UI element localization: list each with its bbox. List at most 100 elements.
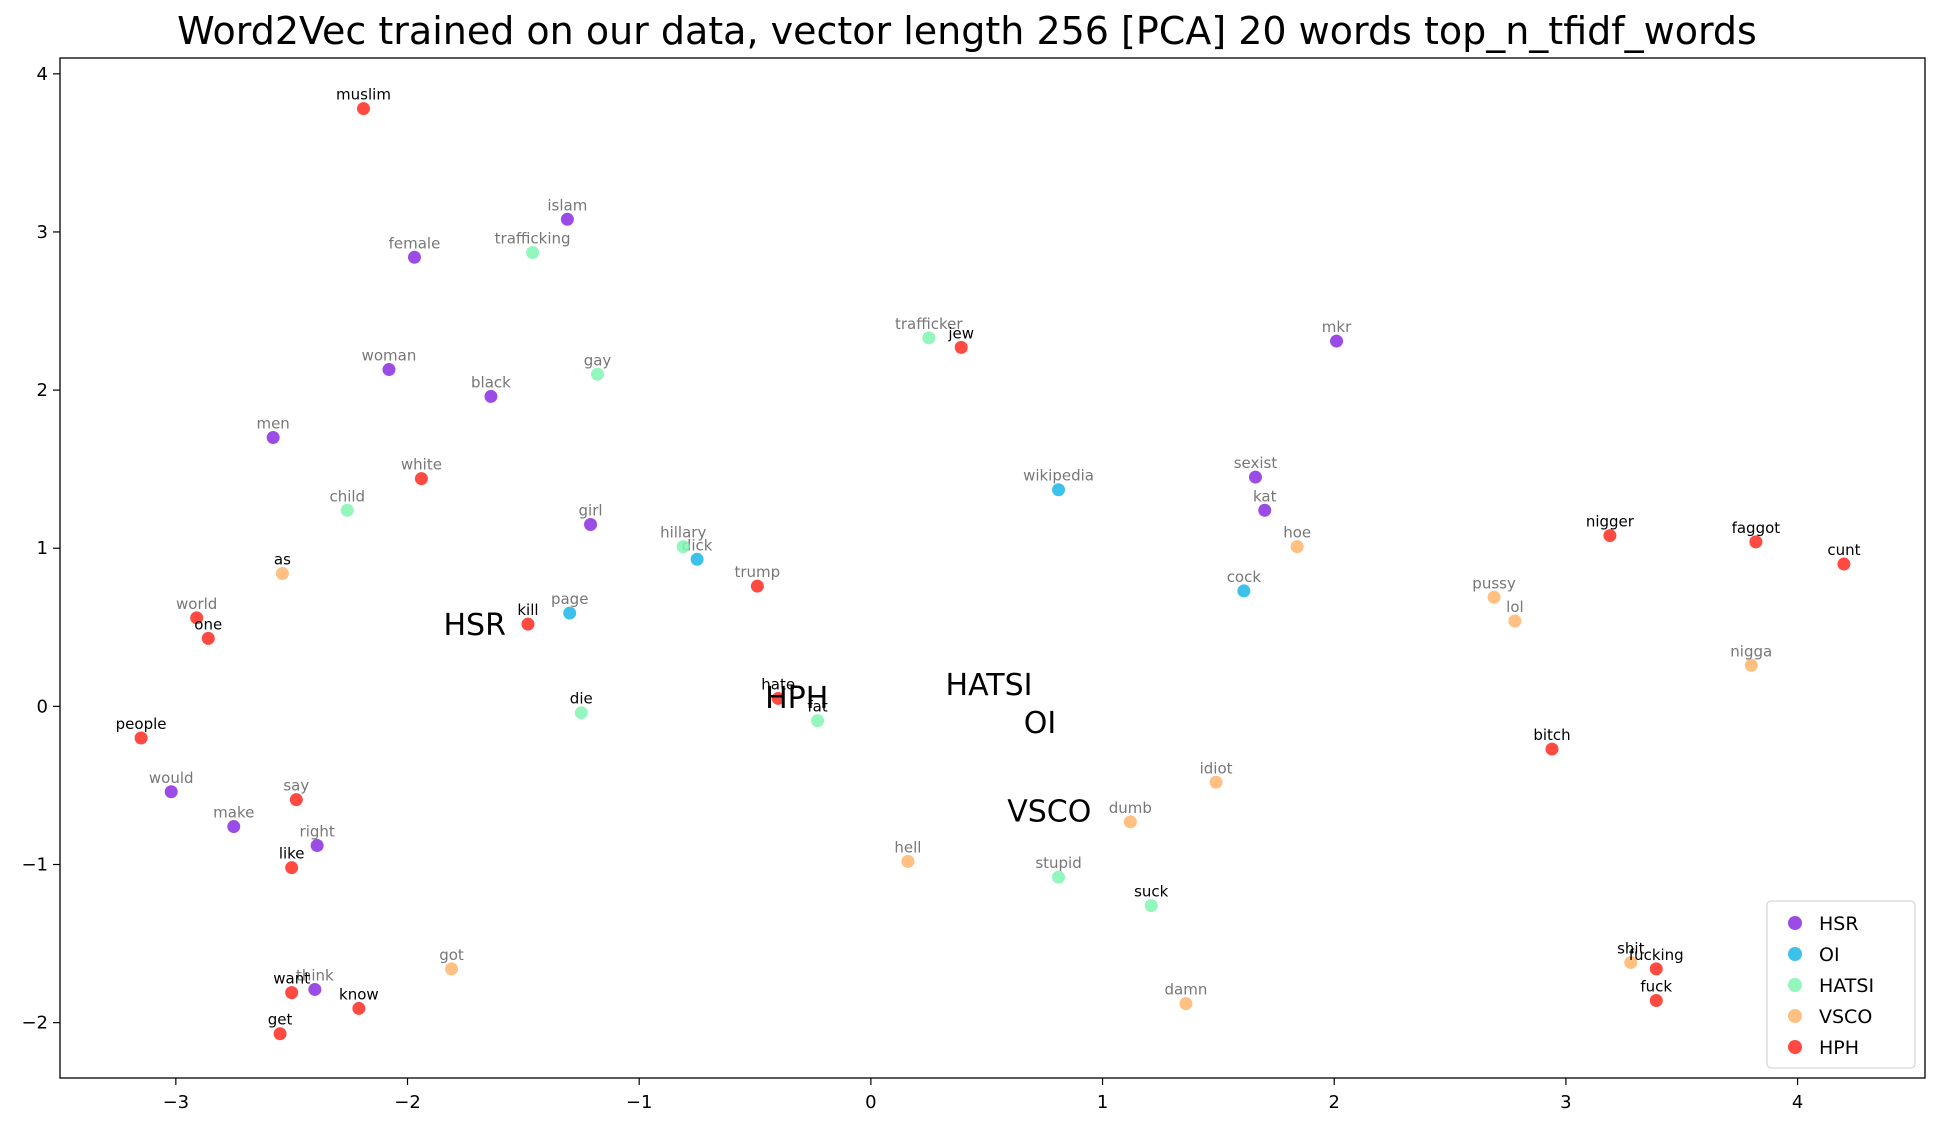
oi-point [1237,584,1251,598]
word-label: idiot [1200,759,1233,777]
hph-point [1603,529,1617,543]
vsco-point [445,962,459,976]
x-tick-label: 4 [1792,1092,1803,1113]
hph-point [1545,742,1559,756]
x-tick-label: 2 [1328,1092,1339,1113]
word-label: white [401,456,442,474]
legend-marker [1788,978,1802,992]
x-axis: −3 −2 −1 0 1 2 3 4 [163,1078,1803,1113]
hatsi-point [1052,870,1066,884]
y-tick-label: 4 [37,64,48,85]
word-label: think [296,966,334,984]
legend-box [1766,900,1916,1069]
y-tick-label: 2 [37,380,48,401]
word-label: dick [682,536,713,554]
word-label: female [389,234,441,252]
x-tick-label: −3 [163,1092,190,1113]
word-label: damn [1165,981,1208,999]
word-label: girl [579,502,603,520]
word-label: pussy [1472,574,1516,592]
word-label: child [329,487,365,505]
hsr-point [560,212,574,226]
hsr-point [382,363,396,377]
word-label: stupid [1035,854,1081,872]
word-label: like [279,845,305,863]
hsr-point [407,250,421,264]
hsr-point [484,389,498,403]
hatsi-point [526,246,540,260]
word-label: kill [517,601,538,619]
centroid-label: HSR [443,608,505,643]
hatsi-point [340,503,354,517]
vsco-point [1290,540,1304,554]
legend-label: HSR [1819,913,1859,935]
hph-point [414,472,428,486]
word-label: fucking [1629,946,1684,964]
word-label: trump [734,563,780,581]
hsr-point [227,820,241,834]
y-tick-label: 0 [37,696,48,717]
word-label: kat [1253,487,1277,505]
hph-point [285,861,299,875]
word-label: cunt [1827,541,1860,559]
x-tick-label: 3 [1560,1092,1571,1113]
hsr-point [1330,334,1344,348]
word-label: page [551,590,588,608]
legend-label: OI [1819,944,1840,966]
word-label: world [176,595,217,613]
hph-point [289,793,303,807]
hatsi-point [676,540,690,554]
word-label: say [283,777,309,795]
hatsi-point [590,367,604,381]
x-tick-label: 1 [1097,1092,1108,1113]
word-label: trafficking [495,230,571,248]
hatsi-point [1144,899,1158,913]
legend-label: HPH [1819,1037,1859,1059]
hph-point [352,1001,366,1015]
word-label: got [439,946,464,964]
word-label: islam [547,196,587,214]
centroid-label: HPH [765,681,828,716]
hph-point [201,631,215,645]
word-label: as [274,551,291,569]
word-label: hillary [660,524,706,542]
legend-marker [1788,1040,1802,1054]
word-label: fat [807,698,827,716]
data-points: islam female woman black men girl mkr sexist kat… [116,86,1861,1041]
word-label: shit [1617,940,1644,958]
word-label: dumb [1109,799,1152,817]
legend-marker [1788,1009,1802,1023]
oi-point [1052,483,1066,497]
hatsi-point [922,331,936,345]
plot-area [59,57,1926,1079]
oi-point [563,606,577,620]
hph-point [750,579,764,593]
x-tick-label: −1 [626,1092,653,1113]
vsco-point [1508,614,1522,628]
y-tick-label: −1 [21,855,48,876]
hph-point [273,1027,287,1041]
vsco-point [1179,997,1193,1011]
word-label: hoe [1283,524,1311,542]
hatsi-point [574,706,588,720]
word-label: know [339,985,379,1003]
y-tick-label: 1 [37,538,48,559]
word-label: jew [947,324,974,342]
vsco-point [1624,956,1638,970]
word-label: one [194,615,222,633]
word-label: bitch [1533,726,1570,744]
word-label: woman [362,347,417,365]
word-label: lol [1506,598,1524,616]
y-tick-label: −2 [21,1013,48,1034]
word-label: black [471,373,511,391]
word-label: make [213,804,254,822]
centroid-label: VSCO [1007,795,1091,830]
y-axis: −2 −1 0 1 2 3 4 [21,64,60,1034]
hsr-point [1258,503,1272,517]
hsr-point [164,785,178,799]
word-label: get [268,1011,293,1029]
hsr-point [584,518,598,532]
hph-point [1749,535,1763,549]
